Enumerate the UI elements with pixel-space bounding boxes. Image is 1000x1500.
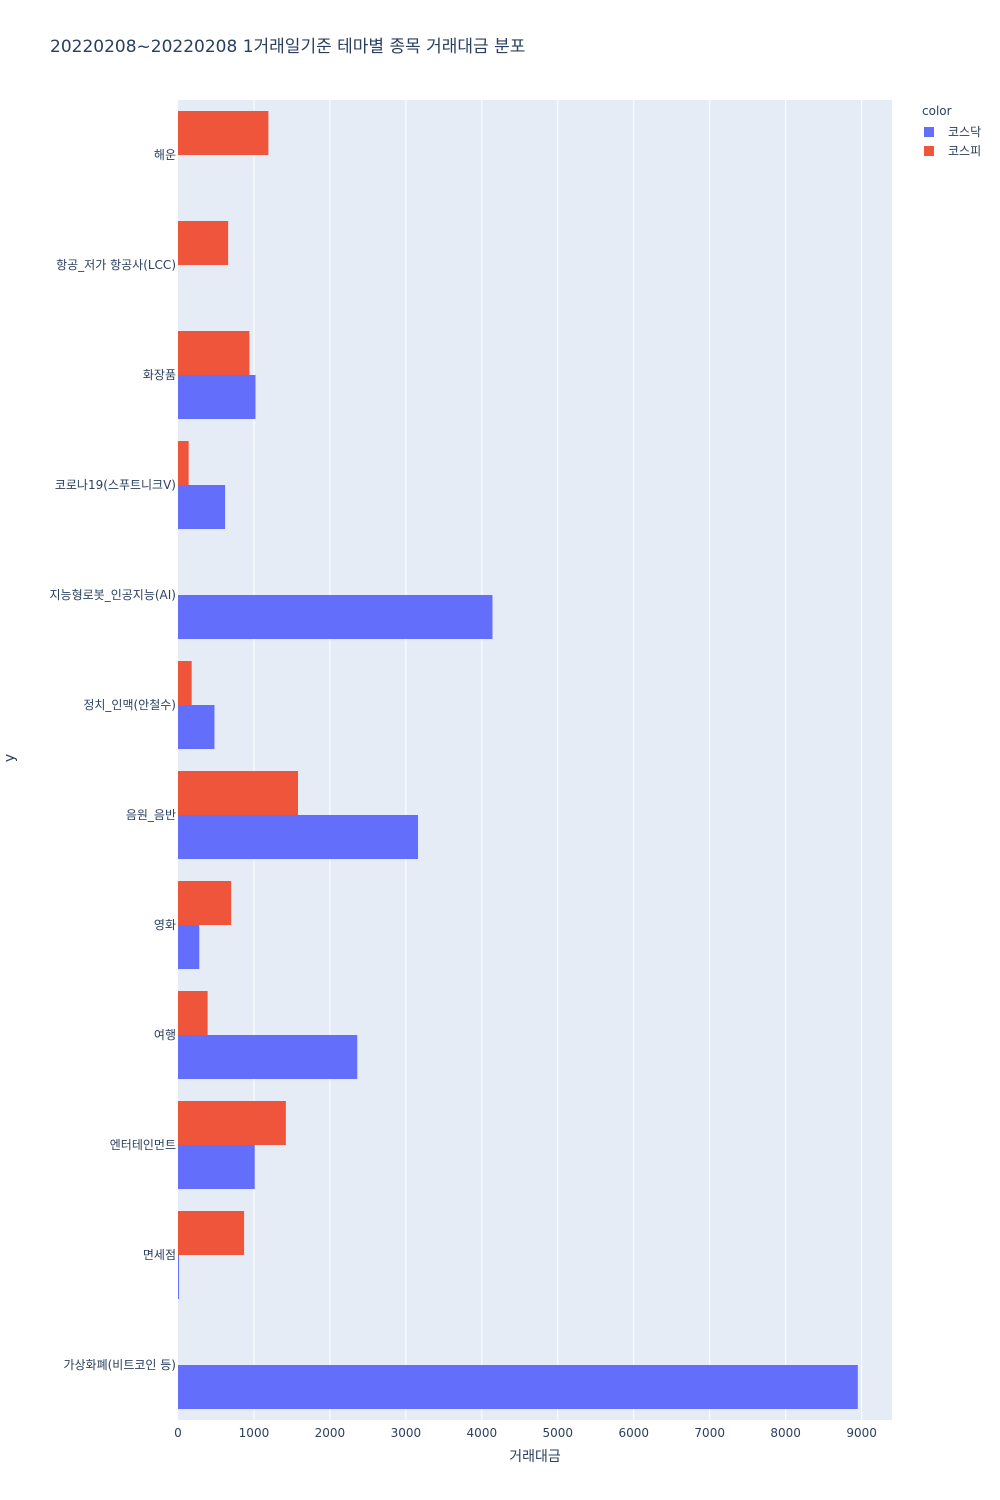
chart-title: 20220208~20220208 1거래일기준 테마별 종목 거래대금 분포	[50, 37, 526, 57]
y-tick-label: 영화	[154, 918, 176, 932]
legend: color 코스닥 코스피	[922, 104, 981, 160]
y-tick-label: 음원_음반	[126, 808, 176, 822]
plot-background	[178, 100, 892, 1420]
legend-label-kospi: 코스피	[948, 144, 982, 158]
bar-kospi[interactable]	[178, 441, 189, 485]
y-tick-label: 가상화폐(비트코인 등)	[63, 1358, 176, 1372]
bar-kospi[interactable]	[178, 991, 208, 1035]
x-axis-label: 거래대금	[509, 1449, 561, 1465]
bar-kospi[interactable]	[178, 221, 229, 265]
legend-item-kosdaq[interactable]: 코스닥	[922, 122, 981, 141]
y-tick-label: 항공_저가 항공사(LCC)	[56, 258, 176, 272]
y-tick-label: 화장품	[143, 368, 176, 382]
legend-label-kosdaq: 코스닥	[948, 125, 982, 139]
x-tick-label: 6000	[618, 1426, 649, 1440]
legend-item-kospi[interactable]: 코스피	[922, 141, 981, 160]
bar-kosdaq[interactable]	[178, 1255, 179, 1299]
y-tick-label: 지능형로봇_인공지능(AI)	[50, 588, 176, 602]
y-tick-label: 정치_인맥(안철수)	[83, 698, 176, 712]
legend-swatch-kosdaq	[924, 126, 934, 137]
y-tick-label: 엔터테인먼트	[110, 1138, 176, 1152]
bar-kospi[interactable]	[178, 1211, 245, 1255]
x-tick-label: 1000	[239, 1426, 270, 1440]
x-tick-label: 5000	[543, 1426, 574, 1440]
y-tick-label: 해운	[154, 148, 176, 162]
plot-area	[178, 100, 892, 1420]
bar-kospi[interactable]	[178, 661, 192, 705]
bar-kospi[interactable]	[178, 331, 250, 375]
bar-kosdaq[interactable]	[178, 595, 493, 639]
bar-kosdaq[interactable]	[178, 485, 226, 529]
x-tick-label: 2000	[315, 1426, 346, 1440]
y-tick-label: 코로나19(스푸트니크V)	[55, 478, 176, 492]
bar-kosdaq[interactable]	[178, 1145, 255, 1189]
x-tick-label: 9000	[846, 1426, 877, 1440]
legend-title: color	[922, 104, 952, 118]
bar-kospi[interactable]	[178, 881, 232, 925]
bar-kospi[interactable]	[178, 771, 299, 815]
x-tick-label: 0	[174, 1426, 182, 1440]
bar-kospi[interactable]	[178, 1101, 286, 1145]
y-axis-label: y	[2, 754, 18, 762]
bar-kosdaq[interactable]	[178, 375, 256, 419]
x-tick-label: 4000	[467, 1426, 498, 1440]
bar-kosdaq[interactable]	[178, 1035, 358, 1079]
bar-kosdaq[interactable]	[178, 705, 215, 749]
legend-swatch-kospi	[924, 145, 934, 156]
bar-kospi[interactable]	[178, 111, 269, 155]
y-tick-label: 여행	[154, 1027, 176, 1042]
x-tick-label: 8000	[770, 1426, 801, 1440]
x-axis-ticks: 0 1000 2000 3000 4000 5000 6000 7000 8000 9000	[174, 100, 877, 1440]
bar-kosdaq[interactable]	[178, 925, 200, 969]
y-tick-label: 면세점	[143, 1248, 176, 1262]
bars	[178, 111, 858, 1409]
bar-kosdaq[interactable]	[178, 1365, 858, 1409]
x-tick-label: 7000	[694, 1426, 725, 1440]
x-tick-label: 3000	[391, 1426, 422, 1440]
bar-kosdaq[interactable]	[178, 815, 419, 859]
